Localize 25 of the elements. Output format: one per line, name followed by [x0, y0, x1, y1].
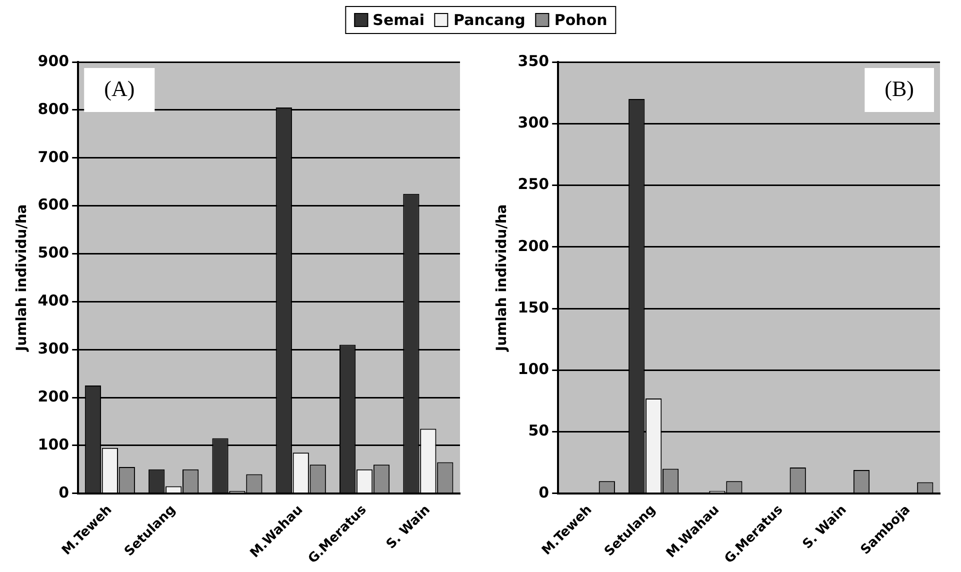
y-tick-label: 150 [518, 298, 550, 316]
y-tick-label: 100 [518, 360, 550, 378]
legend-label: Pohon [554, 11, 608, 29]
y-tick-label: 300 [38, 339, 70, 358]
y-axis-title: Jumlah individu/ha [14, 204, 30, 352]
y-tick-label: 0 [58, 483, 70, 502]
y-tick-label: 100 [38, 435, 70, 454]
y-tick-label: 800 [38, 100, 70, 118]
y-tick-label: 200 [518, 236, 550, 255]
y-tick-label: 700 [38, 148, 70, 166]
legend-label: Semai [372, 11, 425, 29]
annotation: (B) [884, 76, 914, 101]
legend-label: Pancang [454, 11, 526, 29]
annotation: (A) [104, 76, 135, 101]
y-tick-label: 50 [528, 422, 550, 440]
y-tick-label: 400 [38, 292, 70, 310]
y-tick-label: 900 [38, 52, 70, 70]
y-tick-label: 200 [38, 387, 70, 406]
y-tick-label: 500 [38, 244, 70, 262]
y-axis-title: Jumlah individu/ha [494, 204, 510, 352]
y-tick-label: 300 [518, 114, 550, 132]
y-tick-label: 0 [538, 483, 550, 502]
y-tick-label: 600 [38, 196, 70, 214]
y-tick-label: 350 [518, 52, 550, 70]
y-tick-label: 250 [518, 175, 550, 194]
